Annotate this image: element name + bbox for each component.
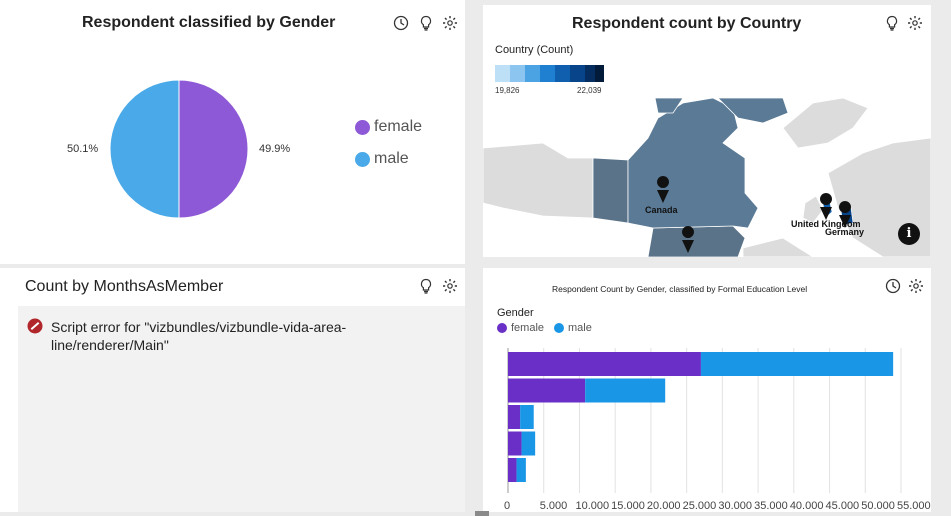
settings-icon[interactable] (442, 278, 458, 294)
male-swatch (355, 151, 370, 167)
bar-female-4[interactable] (508, 458, 517, 482)
bar-male-3[interactable] (521, 431, 536, 456)
settings-icon[interactable] (908, 278, 924, 294)
country-panel: Respondent count by Country Country (Cou… (483, 5, 931, 257)
gender-panel-title: Respondent classified by Gender (82, 14, 336, 31)
months-panel-title: Count by MonthsAsMember (25, 278, 224, 295)
female-pct-label: 49.9% (259, 143, 291, 155)
error-message: Script error for "vizbundles/vizbundle-v… (51, 319, 347, 353)
x-tick-label: 55.000 (897, 500, 931, 512)
lightbulb-icon[interactable] (418, 15, 434, 31)
x-tick-label: 0 (504, 500, 511, 512)
settings-icon[interactable] (442, 15, 458, 31)
bar-female-3[interactable] (508, 431, 522, 456)
bar-female-2[interactable] (508, 405, 521, 429)
bar-legend-title: Gender (497, 307, 534, 319)
legend-item-female[interactable]: female (355, 118, 422, 136)
male-swatch (554, 323, 564, 333)
bar-female-1[interactable] (508, 378, 586, 403)
male-pct-label: 50.1% (67, 143, 99, 155)
x-tick-label: 15.000 (611, 500, 645, 512)
map-label-uk: United Kingdom (791, 219, 861, 229)
scale-max-label: 22,039 (577, 86, 602, 95)
x-tick-label: 25.000 (682, 500, 717, 512)
female-swatch (497, 323, 507, 333)
bar-male-0[interactable] (700, 352, 894, 376)
legend-label: male (374, 150, 409, 167)
months-panel: Count by MonthsAsMember Script error for… (0, 268, 465, 512)
lightbulb-icon[interactable] (418, 278, 434, 294)
legend-item-male[interactable]: male (355, 150, 409, 168)
education-panel-title: Respondent Count by Gender, classified b… (552, 284, 808, 294)
scrollbar-thumb[interactable] (475, 511, 489, 516)
education-panel: Respondent Count by Gender, classified b… (483, 268, 931, 512)
pie-slice-male[interactable] (109, 79, 180, 219)
bar-legend-item-female[interactable]: female (497, 322, 544, 334)
lightbulb-icon[interactable] (884, 15, 900, 31)
info-icon[interactable]: i (898, 223, 920, 245)
pie-slice-female[interactable] (178, 79, 249, 219)
gender-panel: Respondent classified by Gender 50.1% 49… (0, 0, 465, 264)
map-label-canada: Canada (645, 205, 678, 215)
female-swatch (355, 119, 370, 135)
country-panel-title: Respondent count by Country (572, 15, 802, 32)
x-tick-label: 45.000 (825, 500, 860, 512)
x-tick-label: 35.000 (754, 500, 788, 512)
x-tick-label: 40.000 (789, 500, 824, 512)
x-tick-label: 20.000 (646, 500, 681, 512)
x-tick-label: 30.000 (718, 500, 753, 512)
bar-legend-item-male[interactable]: male (554, 322, 592, 334)
settings-icon[interactable] (907, 15, 923, 31)
error-icon (27, 318, 43, 334)
bar-male-4[interactable] (516, 458, 526, 482)
legend-label: male (568, 322, 592, 334)
bar-male-2[interactable] (520, 405, 534, 429)
education-bar-chart (507, 348, 902, 493)
map-label-germany: Germany (825, 227, 865, 237)
bar-female-0[interactable] (508, 352, 701, 376)
x-tick-label: 5.000 (539, 500, 568, 512)
map-legend-title: Country (Count) (495, 44, 574, 56)
x-tick-label: 50.000 (861, 500, 895, 512)
x-tick-label: 10.000 (575, 500, 610, 512)
legend-label: female (374, 118, 423, 135)
history-icon[interactable] (393, 15, 409, 31)
gender-pie-chart (109, 79, 249, 219)
scale-min-label: 19,826 (495, 86, 520, 95)
legend-label: female (511, 322, 545, 334)
world-map[interactable] (483, 98, 931, 257)
error-box: Script error for "vizbundles/vizbundle-v… (18, 306, 465, 512)
history-icon[interactable] (885, 278, 901, 294)
bar-male-1[interactable] (585, 378, 666, 403)
